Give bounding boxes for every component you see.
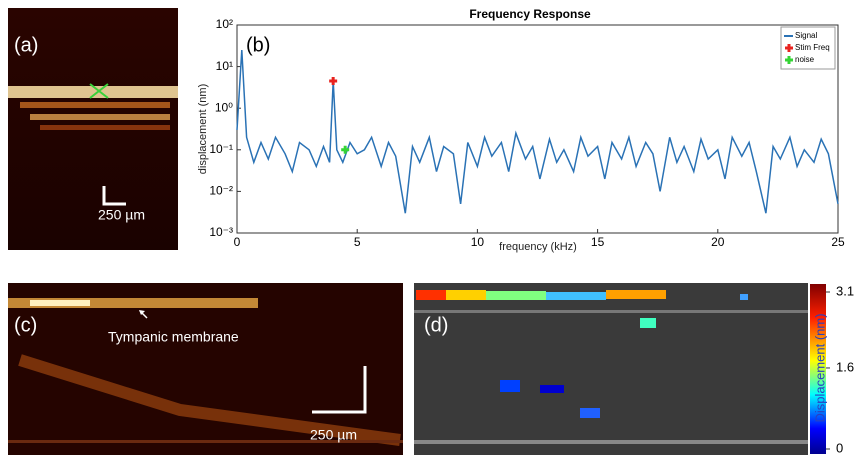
image-patch <box>486 291 546 300</box>
image-band <box>18 354 401 446</box>
image-patch <box>640 318 656 328</box>
x-tick-label: 0 <box>234 235 241 249</box>
image-patch <box>500 380 520 392</box>
annotation-arrowhead <box>139 310 145 315</box>
image-band <box>20 102 170 108</box>
image-band <box>8 86 178 98</box>
x-tick-label: 20 <box>711 235 725 249</box>
image-d <box>414 283 808 455</box>
image-patch <box>546 292 606 300</box>
legend-label: Signal <box>795 31 817 40</box>
x-tick-label: 15 <box>591 235 605 249</box>
legend-swatch <box>785 56 793 64</box>
scale-label: 250 µm <box>98 207 145 223</box>
x-tick-label: 5 <box>354 235 361 249</box>
legend-label: noise <box>795 55 815 64</box>
image-patch <box>446 290 486 300</box>
x-axis-label: frequency (kHz) <box>499 241 577 253</box>
plus-marker <box>329 77 338 86</box>
chart-title: Frequency Response <box>469 7 591 21</box>
annotation: Tympanic membrane <box>108 329 239 345</box>
signal-line <box>236 49 839 214</box>
panel-label: (a) <box>14 34 38 56</box>
plot-area <box>236 24 839 234</box>
panel-a: (a) 250 µm <box>8 8 178 250</box>
image-patch <box>606 290 666 299</box>
y-tick-label: 10⁻¹ <box>209 142 233 156</box>
legend-swatch <box>785 44 793 52</box>
y-tick-label: 10¹ <box>216 59 233 73</box>
image-patch <box>540 385 564 393</box>
panel-c: (c) Tympanic membrane 250 µm <box>8 283 403 455</box>
colorbar-tick-label: 3.1 <box>836 283 854 298</box>
panel-label: (b) <box>246 34 270 56</box>
image-patch <box>416 290 446 300</box>
y-tick-label: 10⁻² <box>209 184 233 198</box>
y-tick-label: 10⁻³ <box>209 225 233 239</box>
image-band <box>8 298 258 308</box>
probe-marker <box>89 83 109 99</box>
image-band <box>30 300 90 306</box>
x-tick-label: 25 <box>831 235 845 249</box>
panel-label: (c) <box>14 314 37 336</box>
panel-label: (d) <box>424 314 448 336</box>
legend-label: Stim Freq <box>795 43 830 52</box>
y-tick-label: 10⁰ <box>215 100 233 114</box>
image-patch <box>580 408 600 418</box>
image-band <box>414 440 808 444</box>
image-band <box>8 440 403 443</box>
colorbar-tick-label: 1.6 <box>836 359 854 374</box>
image-patch <box>740 294 748 300</box>
scale-bar <box>312 366 367 414</box>
image-band <box>30 114 170 120</box>
y-tick-label: 10² <box>216 17 233 31</box>
colorbar <box>810 284 826 454</box>
panel-b: Frequency Response (b) displacement (nm)… <box>197 7 845 253</box>
scale-bar <box>102 186 126 206</box>
scale-label: 250 µm <box>310 427 357 443</box>
image-band <box>414 310 808 313</box>
colorbar-tick-label: 0 <box>836 440 843 455</box>
panel-d: (d) Displacement (nm) <box>414 283 827 455</box>
colorbar-label: Displacement (nm) <box>812 313 827 422</box>
y-axis-label: displacement (nm) <box>197 84 209 174</box>
plus-marker <box>341 145 350 154</box>
x-tick-label: 10 <box>471 235 485 249</box>
image-band <box>40 125 170 130</box>
